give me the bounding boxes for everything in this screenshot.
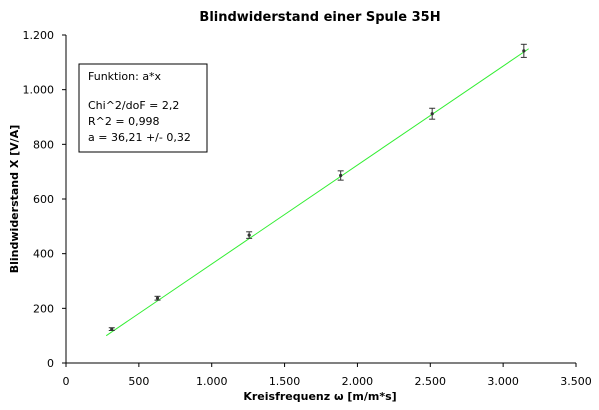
y-tick-label: 200 xyxy=(33,302,54,315)
data-point xyxy=(108,327,115,331)
x-tick-label: 1.500 xyxy=(269,375,301,388)
x-ticks: 0 500 1.000 1.500 2.000 2.500 3.000 3.500 xyxy=(63,363,592,388)
x-tick-label: 2.000 xyxy=(342,375,374,388)
data-point xyxy=(154,295,161,301)
y-tick-label: 600 xyxy=(33,193,54,206)
annotation-a: a = 36,21 +/- 0,32 xyxy=(88,131,191,144)
annotation-chi2: Chi^2/doF = 2,2 xyxy=(88,99,179,112)
point-marker xyxy=(339,173,343,178)
data-point xyxy=(429,107,436,120)
x-tick-label: 1.000 xyxy=(196,375,228,388)
chart-title: Blindwiderstand einer Spule 35H xyxy=(199,10,440,25)
annotation-frame xyxy=(78,63,208,153)
x-tick-label: 3.500 xyxy=(560,375,592,388)
point-marker xyxy=(247,233,251,237)
annotation-function: Funktion: a*x xyxy=(88,70,162,83)
y-axis-label: Blindwiderstand X [V/A] xyxy=(8,125,21,274)
y-tick-label: 1.200 xyxy=(23,29,55,42)
x-tick-label: 3.000 xyxy=(487,375,519,388)
point-marker xyxy=(110,327,114,331)
x-tick-label: 500 xyxy=(128,375,149,388)
point-marker xyxy=(430,112,434,116)
fit-layer xyxy=(105,48,529,337)
y-tick-label: 0 xyxy=(47,357,54,370)
point-marker xyxy=(522,49,526,53)
data-point xyxy=(246,231,253,239)
x-tick-label: 2.500 xyxy=(415,375,447,388)
fit-annotation-box: Funktion: a*x Chi^2/doF = 2,2 R^2 = 0,99… xyxy=(78,63,208,153)
y-tick-label: 800 xyxy=(33,138,54,151)
fit-line xyxy=(105,48,529,337)
point-marker xyxy=(155,296,160,300)
points-layer xyxy=(108,43,527,331)
y-tick-label: 1.000 xyxy=(23,84,55,97)
annotation-r2: R^2 = 0,998 xyxy=(88,115,160,128)
x-tick-label: 0 xyxy=(63,375,70,388)
data-point xyxy=(520,43,527,58)
data-point xyxy=(337,170,344,181)
y-tick-label: 400 xyxy=(33,248,54,261)
x-axis-label: Kreisfrequenz ω [m/m*s] xyxy=(243,390,396,403)
y-ticks: 0 200 400 600 800 1.000 1.200 xyxy=(23,29,66,370)
